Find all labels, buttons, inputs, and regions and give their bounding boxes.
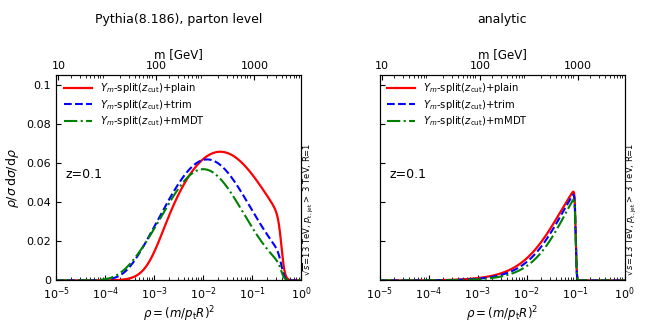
Text: z=0.1: z=0.1: [66, 168, 103, 181]
Y-axis label: $\rho/\sigma\,{\rm d}\sigma/{\rm d}\rho$: $\rho/\sigma\,{\rm d}\sigma/{\rm d}\rho$: [4, 148, 21, 208]
Title: analytic: analytic: [477, 13, 527, 26]
Legend: $Y_m$-split$(z_{\rm cut})$+plain, $Y_m$-split$(z_{\rm cut})$+trim, $Y_m$-split$(: $Y_m$-split$(z_{\rm cut})$+plain, $Y_m$-…: [387, 81, 527, 129]
X-axis label: $\rho=(m/p_{\rm t}R)^2$: $\rho=(m/p_{\rm t}R)^2$: [466, 305, 538, 324]
Text: z=0.1: z=0.1: [389, 168, 426, 181]
Title: Pythia(8.186), parton level: Pythia(8.186), parton level: [95, 13, 262, 26]
Legend: $Y_m$-split$(z_{\rm cut})$+plain, $Y_m$-split$(z_{\rm cut})$+trim, $Y_m$-split$(: $Y_m$-split$(z_{\rm cut})$+plain, $Y_m$-…: [63, 81, 204, 129]
X-axis label: m [GeV]: m [GeV]: [154, 48, 203, 61]
X-axis label: m [GeV]: m [GeV]: [478, 48, 527, 61]
Text: $\sqrt{s}$=13 TeV, $p_{\rm t,jet}>$ 3 TeV, R=1: $\sqrt{s}$=13 TeV, $p_{\rm t,jet}>$ 3 Te…: [301, 143, 315, 276]
Text: $\sqrt{s}$=13 TeV, $p_{\rm t,jet}>$ 3 TeV, R=1: $\sqrt{s}$=13 TeV, $p_{\rm t,jet}>$ 3 Te…: [625, 143, 639, 276]
X-axis label: $\rho=(m/p_{\rm t}R)^2$: $\rho=(m/p_{\rm t}R)^2$: [143, 305, 215, 324]
